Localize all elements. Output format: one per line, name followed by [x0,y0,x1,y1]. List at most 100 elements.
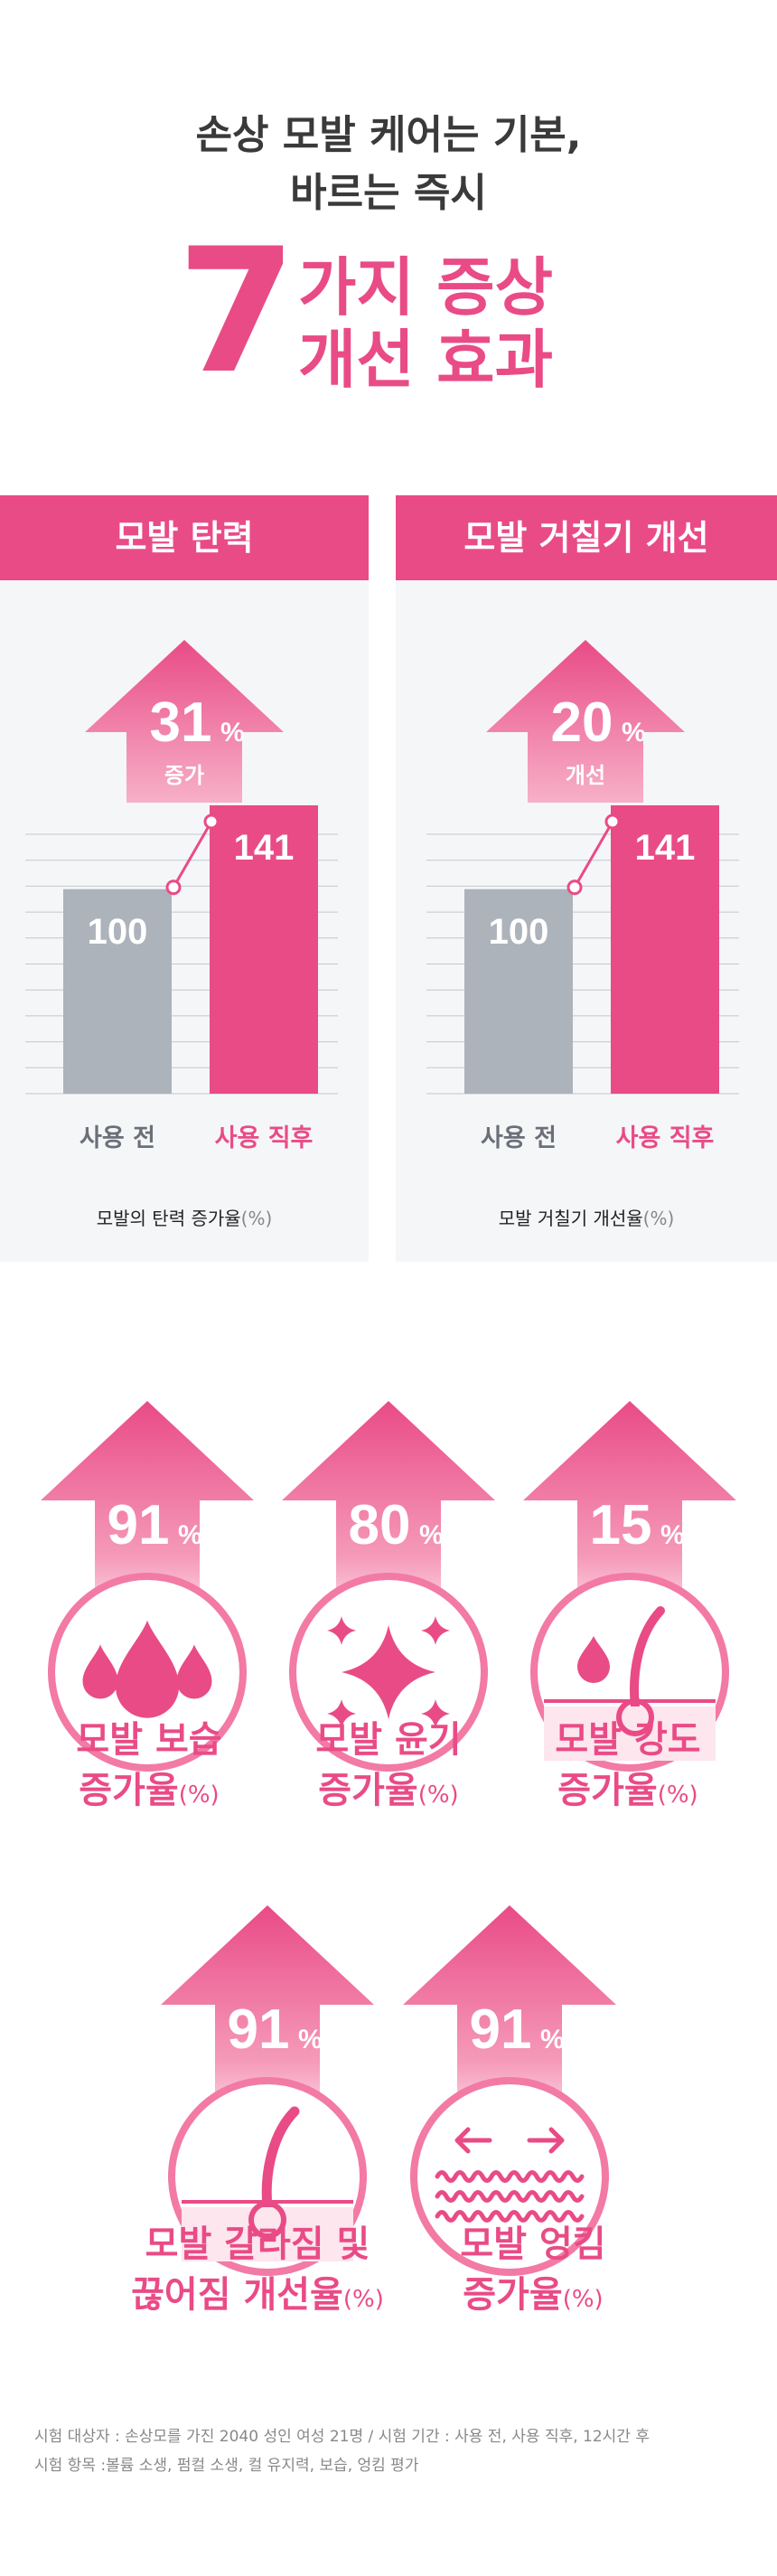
x-tick-label: 사용 전 [80,1124,155,1152]
stat-line2-text: 끊어짐 개선율 [131,2274,343,2316]
headline-sub: 가지 증상 개선 효과 [298,251,553,396]
stat-label-shine: 모발 윤기 증가율(%) [276,1715,501,1820]
stats-graphics: 91% 80% 15 %91% 91% [41,1401,736,2276]
up-arrow [403,1905,616,2113]
wave-line [435,2190,585,2203]
star-icon [327,1616,356,1645]
stat-1: 91% [41,1401,254,1772]
hair-strand-icon [261,2106,300,2213]
stat-line2-text: 증가율 [79,1770,179,1811]
water-drop-icon [115,1620,180,1718]
bar-value-label: 100 [489,912,549,952]
big-number: 7 [177,212,296,411]
star-icon [421,1699,450,1728]
stat-line2: 증가율(%) [36,1765,262,1820]
water-drop-icon [577,1636,610,1683]
stat-4: 91% [161,1905,374,2276]
stat-line1: 모발 갈라짐 및 [145,2223,370,2265]
caption-text: 모발의 탄력 증가율 [96,1208,241,1229]
stat-2: 80% [282,1401,495,1772]
star-icon [421,1616,450,1645]
follicle-bulb-icon [248,2201,286,2239]
caption-text: 모발 거칠기 개선율 [498,1208,643,1229]
up-arrow [161,1905,374,2113]
headline-line2: 바르는 즉시 [290,170,487,216]
headline-line1: 손상 모발 케어는 기본, [195,112,582,158]
stat-percent: % [660,1520,685,1550]
stat-line2-text: 증가율 [463,2274,563,2316]
stat-unit: (%) [342,2286,384,2313]
arrow-right-icon [527,2127,565,2154]
stat-percent: % [298,2025,323,2054]
stat-unit: (%) [178,1782,220,1809]
bar-value-label: 100 [88,912,148,952]
stat-line1: 모발 엉킴 [460,2223,606,2265]
chart-caption: 모발 거칠기 개선율(%) [396,1204,777,1230]
star-icon [342,1625,435,1719]
stat-line2-text: 증가율 [557,1770,658,1811]
arrow-left-icon [454,2127,492,2154]
panel-title: 모발 탄력 [0,495,369,580]
bar-value-label: 141 [635,828,696,868]
bar [611,804,719,1094]
footnote: 시험 대상자 : 손상모를 가진 2040 성인 여성 21명 / 시험 기간 … [34,2422,650,2480]
stat-value: 15 [590,1494,652,1556]
footnote-line1: 시험 대상자 : 손상모를 가진 2040 성인 여성 21명 / 시험 기간 … [34,2428,650,2446]
badge-label: 개선 [566,763,605,788]
footnote-line2: 시험 항목 :볼륨 소생, 펌컬 소생, 컬 유지력, 보습, 엉킴 평가 [34,2457,419,2475]
stat-value: 80 [349,1494,411,1556]
water-drop-icon [82,1644,118,1699]
up-arrow-badge [486,640,685,803]
water-drop-icon [176,1644,212,1699]
trend-line [573,821,614,888]
headline: 손상 모발 케어는 기본, 바르는 즉시 [0,107,777,222]
badge-percent: % [220,718,245,747]
hair-strand-icon [630,1606,665,1711]
up-arrow-badge [85,640,284,803]
stat-line2: 끊어짐 개선율(%) [104,2270,411,2325]
stat-unit: (%) [562,2286,604,2313]
stat-5: 91% [403,1905,616,2276]
up-arrow [282,1401,495,1609]
elasticity-chart: 31 % 증가 100 141 사용 전 사용 직후 [25,640,338,1152]
x-tick-label: 사용 직후 [215,1124,314,1152]
badge-label: 증가 [164,763,204,788]
stat-line2: 증가율(%) [276,1765,501,1820]
stat-line2-text: 증가율 [318,1770,418,1811]
trend-point [604,813,621,830]
caption-unit: (%) [642,1208,675,1229]
panel-elasticity: 모발 탄력 31% 증가 100 141 사용 전 사용 직후 모발의 탄력 증가율(%) [0,495,369,1262]
stat-line1: 모발 보습 [76,1719,222,1761]
caption-unit: (%) [240,1208,273,1229]
stat-percent: % [178,1520,202,1550]
wave-line [435,2170,585,2183]
roughness-chart: 20 % 개선 100 141 사용 전 사용 직후 [426,640,739,1152]
badge-value: 20 [551,691,613,754]
trend-line [172,821,213,888]
stat-label-moisture: 모발 보습 증가율(%) [36,1715,262,1820]
stat-line1: 모발 강도 [555,1719,701,1761]
up-arrow [523,1401,736,1609]
bar [464,888,573,1094]
x-tick-label: 사용 직후 [616,1124,715,1152]
chart-caption: 모발의 탄력 증가율(%) [0,1204,369,1230]
bar [63,888,172,1094]
up-arrow [41,1401,254,1609]
trend-point [566,879,583,896]
headline-sub-line2: 개선 효과 [298,323,553,397]
stat-line1: 모발 윤기 [315,1719,462,1761]
panel-roughness: 모발 거칠기 개선 20% 개선 100 141 사용 전 사용 직후 모발 거칠기 개선… [396,495,777,1262]
follicle-bulb-icon [616,1698,654,1736]
bar [210,804,318,1094]
stat-label-strength: 모발 강도 증가율(%) [515,1715,741,1820]
wave-line [435,2210,585,2223]
headline-sub-line1: 가지 증상 [298,250,553,324]
stat-percent: % [419,1520,444,1550]
stat-percent: % [540,2025,565,2054]
stat-value: 91 [470,1998,532,2061]
badge-percent: % [622,718,646,747]
stat-label-tangle: 모발 엉킴 증가율(%) [407,2219,660,2325]
stat-line2: 증가율(%) [407,2270,660,2325]
trend-point [203,813,220,830]
stat-label-split-ends: 모발 갈라짐 및 끊어짐 개선율(%) [104,2219,411,2325]
